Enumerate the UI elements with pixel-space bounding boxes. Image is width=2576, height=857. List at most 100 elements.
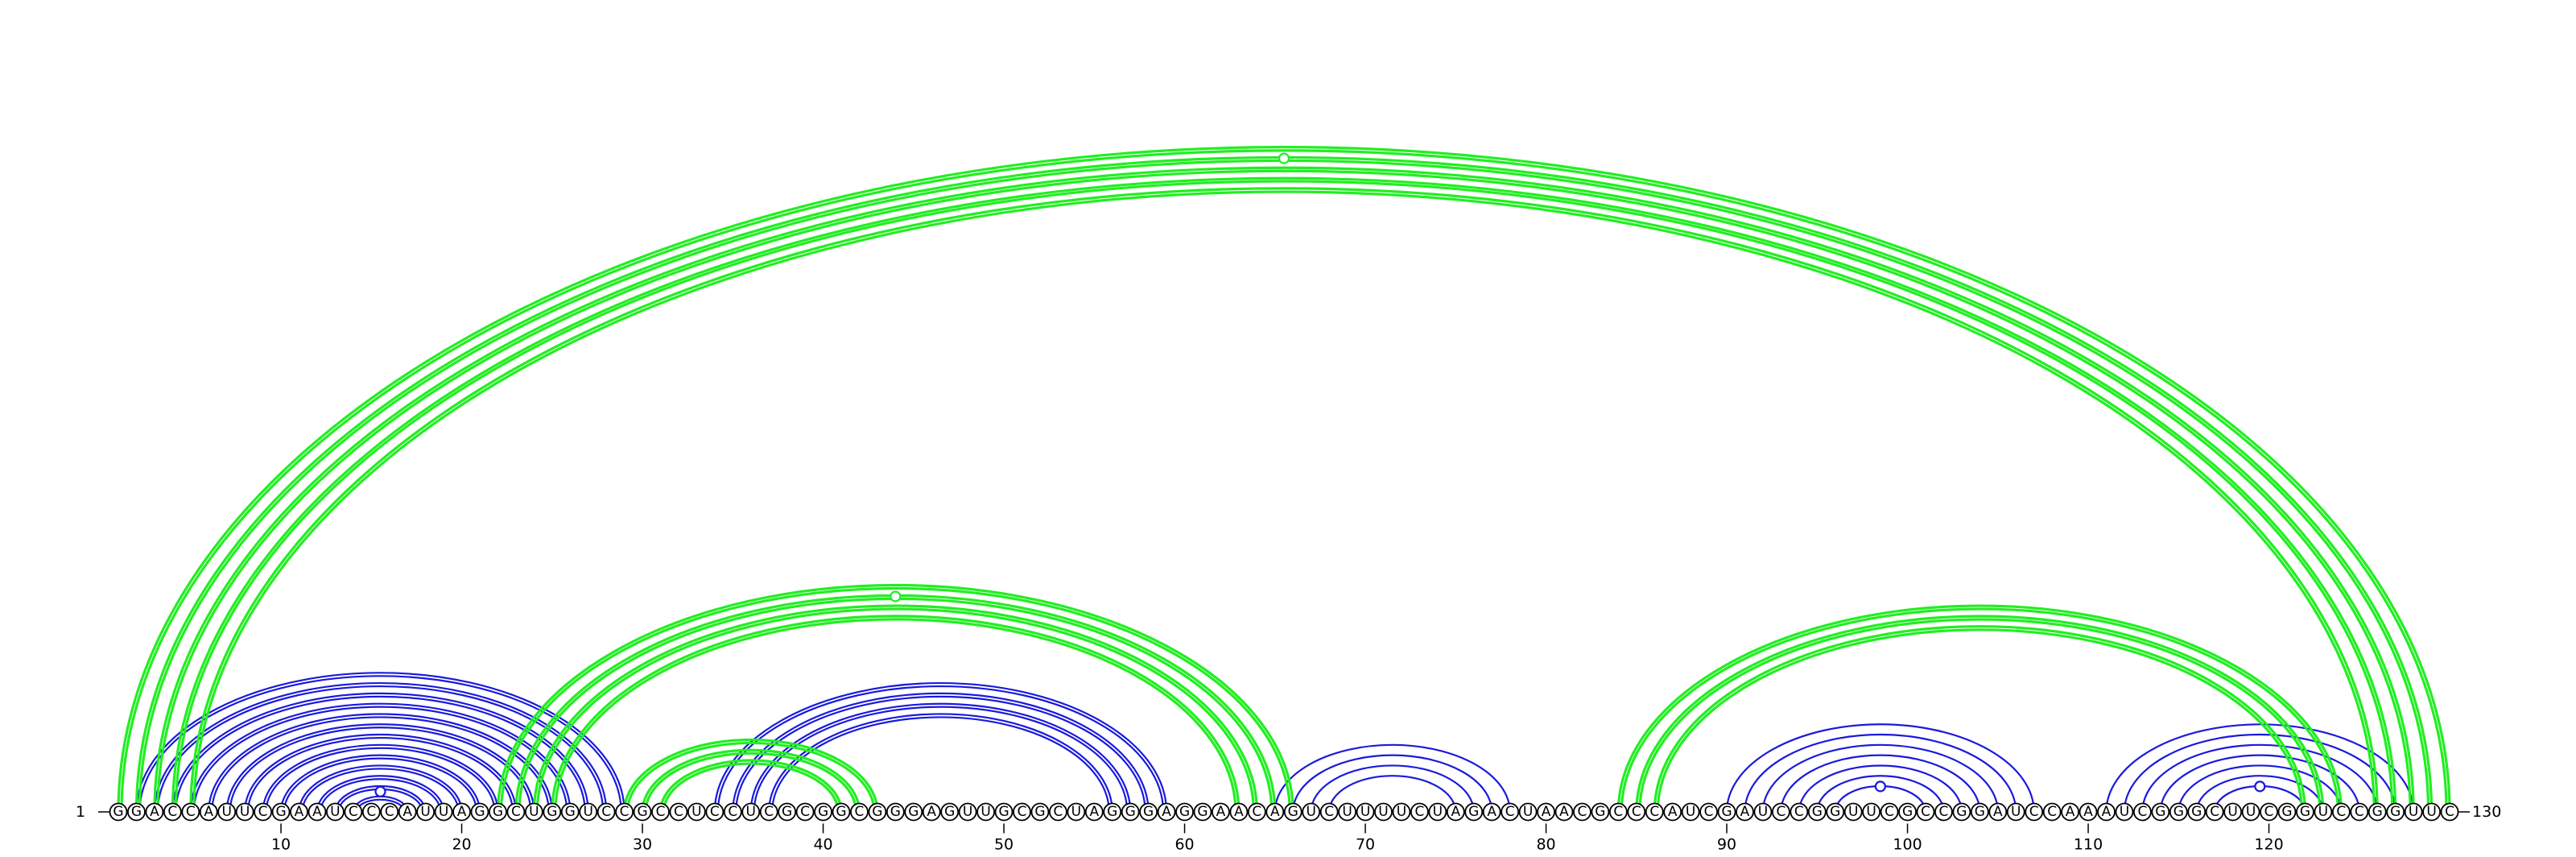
nucleotide: C bbox=[2042, 802, 2062, 822]
nucleotide: C bbox=[1410, 802, 1429, 822]
nucleotide-circle bbox=[344, 802, 363, 822]
nucleotide-letter: G bbox=[2281, 804, 2292, 820]
base-pair-arc bbox=[1725, 723, 2035, 813]
nucleotide: G bbox=[778, 802, 797, 822]
nucleotide-letter: G bbox=[547, 804, 557, 820]
nucleotide: U bbox=[2006, 802, 2025, 822]
base-pair-arc bbox=[122, 151, 2446, 812]
nucleotide: C bbox=[2331, 802, 2351, 822]
base-pair-arc bbox=[514, 594, 1277, 813]
nucleotide-circle bbox=[2169, 802, 2188, 822]
nucleotide-letter: G bbox=[1830, 804, 1840, 820]
tick-label: 100 bbox=[1893, 836, 1922, 854]
nucleotide-letter: G bbox=[1143, 804, 1154, 820]
nucleotide-letter: A bbox=[457, 804, 467, 820]
nucleotide-circle bbox=[759, 802, 778, 822]
base-pair-arc bbox=[2141, 743, 2379, 813]
end-position-label: 130 bbox=[2472, 803, 2501, 821]
nucleotide-letter: C bbox=[1613, 804, 1623, 820]
nucleotide-letter: C bbox=[764, 804, 774, 820]
base-pair-arc bbox=[626, 741, 876, 813]
nucleotide-letter: C bbox=[2355, 804, 2364, 820]
nucleotide: C bbox=[1934, 802, 1953, 822]
nucleotide: G bbox=[2277, 802, 2297, 822]
nucleotide-circle bbox=[1843, 802, 1863, 822]
nucleotide-circle bbox=[452, 802, 471, 822]
nucleotide-letter: U bbox=[1071, 804, 1081, 820]
nucleotide: U bbox=[1392, 802, 1411, 822]
nucleotide-circle bbox=[1356, 802, 1375, 822]
nucleotide-circle bbox=[1013, 802, 1031, 822]
nucleotide-letter: U bbox=[240, 804, 250, 820]
base-pair-arc bbox=[2178, 764, 2343, 813]
nucleotide: G bbox=[109, 802, 128, 822]
nucleotide-circle bbox=[1608, 802, 1628, 822]
tick-label: 70 bbox=[1356, 836, 1375, 854]
nucleotide: A bbox=[1446, 802, 1465, 822]
nucleotide: A bbox=[922, 802, 941, 822]
nucleotide-letter: C bbox=[710, 804, 720, 820]
base-pair-arc bbox=[211, 716, 550, 813]
nucleotide-circle bbox=[1193, 802, 1212, 822]
nucleotide-letter: U bbox=[1866, 804, 1876, 820]
tick-label: 120 bbox=[2254, 836, 2283, 854]
nucleotide-letter: A bbox=[204, 804, 213, 820]
nucleotide-letter: C bbox=[385, 804, 394, 820]
nucleotide: C bbox=[380, 802, 399, 822]
nucleotide-circle bbox=[1934, 802, 1953, 822]
nucleotide-circle bbox=[814, 802, 832, 822]
nucleotide-circle bbox=[290, 802, 308, 822]
nucleotide-circle bbox=[1645, 802, 1664, 822]
nucleotide: U bbox=[1518, 802, 1538, 822]
nucleotide-circle bbox=[2061, 802, 2080, 822]
nucleotide-letter: G bbox=[998, 804, 1009, 820]
nucleotide-letter: G bbox=[1125, 804, 1136, 820]
nucleotide-letter: U bbox=[2409, 804, 2418, 820]
nucleotide: C bbox=[615, 802, 634, 822]
nucleotide: U bbox=[2223, 802, 2243, 822]
nucleotide: U bbox=[235, 802, 254, 822]
nucleotide-circle bbox=[1302, 802, 1321, 822]
nucleotide: A bbox=[2079, 802, 2098, 822]
base-pair-arc bbox=[1780, 754, 1981, 813]
nucleotide-letter: G bbox=[1034, 804, 1045, 820]
nucleotide: U bbox=[1428, 802, 1447, 822]
nucleotide-circle bbox=[543, 802, 562, 822]
nucleotide: A bbox=[1663, 802, 1682, 822]
nucleotide-letter: G bbox=[1902, 804, 1913, 820]
base-pair-arc bbox=[735, 695, 1146, 813]
nucleotide: C bbox=[2132, 802, 2152, 822]
base-pair-arc bbox=[138, 675, 622, 813]
nucleotide-circle bbox=[1229, 802, 1249, 822]
nucleotide-circle bbox=[1410, 802, 1429, 822]
nucleotide-letter: A bbox=[1559, 804, 1569, 820]
nucleotide: A bbox=[452, 802, 471, 822]
nucleotide-circle bbox=[325, 802, 345, 822]
nucleotide-letter: C bbox=[1252, 804, 1261, 820]
nucleotide-letter: U bbox=[2011, 804, 2021, 820]
nucleotide-circle bbox=[2350, 802, 2369, 822]
nucleotide-circle bbox=[1464, 802, 1484, 822]
nucleotide-letter: C bbox=[2210, 804, 2219, 820]
nucleotide-letter: A bbox=[2102, 804, 2112, 820]
nucleotide-circle bbox=[2006, 802, 2025, 822]
nucleotide: C bbox=[1771, 802, 1790, 822]
base-pair-arc bbox=[2123, 733, 2396, 813]
nucleotide: U bbox=[1067, 802, 1086, 822]
nucleotide: C bbox=[705, 802, 724, 822]
nucleotide: A bbox=[1988, 802, 2008, 822]
tick-label: 30 bbox=[633, 836, 652, 854]
nucleotide: A bbox=[199, 802, 218, 822]
base-pair-arc bbox=[499, 586, 1291, 813]
nucleotide-letter: C bbox=[1053, 804, 1063, 820]
nucleotide: C bbox=[1790, 802, 1809, 822]
base-pair-arc bbox=[2105, 723, 2415, 813]
nucleotide: U bbox=[958, 802, 977, 822]
nucleotide-circle bbox=[2277, 802, 2297, 822]
nucleotide: G bbox=[994, 802, 1013, 822]
base-pair-arc bbox=[1638, 618, 2322, 813]
nucleotide-circle bbox=[1103, 802, 1122, 822]
nucleotide-circle bbox=[1247, 802, 1266, 822]
nucleotide-circle bbox=[1265, 802, 1285, 822]
